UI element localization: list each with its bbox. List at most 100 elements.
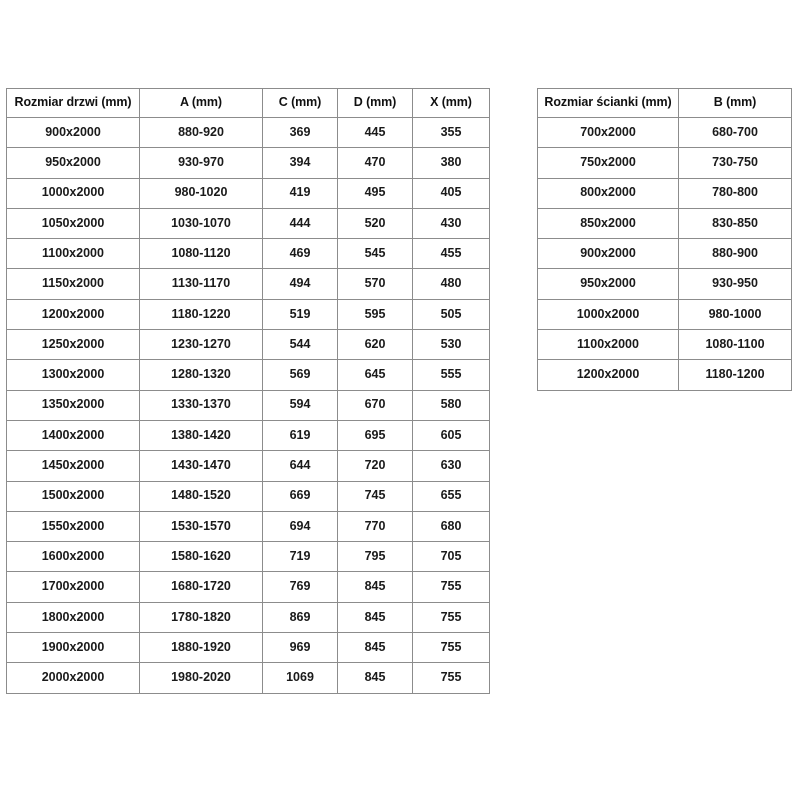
door-size-cell-r2-c0: 1000x2000 [6, 177, 140, 209]
table-row: 1250x2000 1230-1270 544 620 530 [6, 329, 490, 361]
door-size-cell-r17-c2: 969 [262, 632, 338, 664]
wall-size-cell-r8-c1: 1180-1200 [678, 359, 792, 391]
door-size-cell-r0-c1: 880-920 [139, 116, 263, 149]
door-size-cell-r1-c2: 394 [262, 147, 338, 179]
door-size-cell-r2-c4: 405 [412, 177, 490, 209]
wall-size-cell-r4-c0: 900x2000 [537, 238, 679, 270]
door-size-cell-r5-c1: 1130-1170 [139, 268, 263, 300]
wall-size-cell-r0-c0: 700x2000 [537, 116, 679, 149]
wall-size-cell-r1-c1: 730-750 [678, 147, 792, 179]
door-size-cell-r10-c3: 695 [337, 419, 413, 452]
door-size-cell-r4-c4: 455 [412, 238, 490, 270]
wall-size-cell-r7-c0: 1100x2000 [537, 329, 679, 361]
table-row: 1350x2000 1330-1370 594 670 580 [6, 389, 490, 421]
door-size-cell-r4-c2: 469 [262, 238, 338, 270]
door-size-cell-r13-c3: 770 [337, 510, 413, 543]
table-row: 1000x2000 980-1000 [537, 298, 792, 331]
door-size-cell-r10-c4: 605 [412, 419, 490, 452]
door-size-cell-r0-c3: 445 [337, 116, 413, 149]
door-size-cell-r15-c0: 1700x2000 [6, 571, 140, 603]
door-size-cell-r15-c2: 769 [262, 571, 338, 603]
table-row: 1550x2000 1530-1570 694 770 680 [6, 510, 490, 543]
door-size-cell-r4-c3: 545 [337, 238, 413, 270]
door-size-cell-r12-c4: 655 [412, 480, 490, 512]
door-size-cell-r7-c2: 544 [262, 329, 338, 361]
table-row: 900x2000 880-900 [537, 238, 792, 270]
door-size-cell-r7-c0: 1250x2000 [6, 329, 140, 361]
wall-size-cell-r3-c0: 850x2000 [537, 207, 679, 240]
door-size-cell-r18-c4: 755 [412, 662, 490, 694]
door-size-cell-r8-c4: 555 [412, 359, 490, 391]
door-size-cell-r16-c1: 1780-1820 [139, 601, 263, 634]
door-size-cell-r12-c0: 1500x2000 [6, 480, 140, 512]
door-size-cell-r8-c0: 1300x2000 [6, 359, 140, 391]
door-size-cell-r9-c4: 580 [412, 389, 490, 421]
door-size-cell-r15-c1: 1680-1720 [139, 571, 263, 603]
door-size-cell-r11-c2: 644 [262, 450, 338, 482]
door-size-cell-r10-c1: 1380-1420 [139, 419, 263, 452]
door-size-column-header-0: Rozmiar drzwi (mm) [6, 88, 140, 118]
door-size-cell-r18-c2: 1069 [262, 662, 338, 694]
table-header-row: Rozmiar drzwi (mm) A (mm) C (mm) D (mm) X (m… [6, 88, 490, 118]
wall-size-cell-r8-c0: 1200x2000 [537, 359, 679, 391]
door-size-cell-r1-c3: 470 [337, 147, 413, 179]
door-size-cell-r13-c1: 1530-1570 [139, 510, 263, 543]
door-size-column-header-2: C (mm) [262, 88, 338, 118]
table-row: 1400x2000 1380-1420 619 695 605 [6, 419, 490, 452]
door-size-cell-r13-c0: 1550x2000 [6, 510, 140, 543]
door-size-cell-r5-c3: 570 [337, 268, 413, 300]
door-size-cell-r6-c2: 519 [262, 298, 338, 331]
table-row: 1000x2000 980-1020 419 495 405 [6, 177, 490, 209]
door-size-cell-r8-c1: 1280-1320 [139, 359, 263, 391]
wall-size-cell-r2-c1: 780-800 [678, 177, 792, 209]
door-size-cell-r3-c0: 1050x2000 [6, 207, 140, 240]
door-size-cell-r14-c0: 1600x2000 [6, 541, 140, 573]
table-row: 1200x2000 1180-1220 519 595 505 [6, 298, 490, 331]
table-row: 1100x2000 1080-1100 [537, 329, 792, 361]
door-size-cell-r10-c0: 1400x2000 [6, 419, 140, 452]
door-size-cell-r11-c1: 1430-1470 [139, 450, 263, 482]
wall-size-table-head: Rozmiar ścianki (mm) B (mm) [537, 88, 792, 118]
door-size-column-header-1: A (mm) [139, 88, 263, 118]
door-size-cell-r3-c3: 520 [337, 207, 413, 240]
wall-size-cell-r0-c1: 680-700 [678, 116, 792, 149]
door-size-cell-r3-c2: 444 [262, 207, 338, 240]
door-size-cell-r6-c1: 1180-1220 [139, 298, 263, 331]
door-size-cell-r1-c1: 930-970 [139, 147, 263, 179]
table-row: 1700x2000 1680-1720 769 845 755 [6, 571, 490, 603]
door-size-cell-r18-c1: 1980-2020 [139, 662, 263, 694]
wall-size-cell-r5-c0: 950x2000 [537, 268, 679, 300]
door-size-cell-r8-c3: 645 [337, 359, 413, 391]
door-size-cell-r16-c3: 845 [337, 601, 413, 634]
door-size-cell-r12-c3: 745 [337, 480, 413, 512]
door-size-cell-r11-c3: 720 [337, 450, 413, 482]
door-size-cell-r4-c0: 1100x2000 [6, 238, 140, 270]
door-size-cell-r18-c0: 2000x2000 [6, 662, 140, 694]
table-row: 1900x2000 1880-1920 969 845 755 [6, 632, 490, 664]
door-size-cell-r5-c2: 494 [262, 268, 338, 300]
door-size-cell-r15-c4: 755 [412, 571, 490, 603]
door-size-cell-r9-c2: 594 [262, 389, 338, 421]
door-size-cell-r7-c3: 620 [337, 329, 413, 361]
door-size-cell-r9-c0: 1350x2000 [6, 389, 140, 421]
wall-size-cell-r4-c1: 880-900 [678, 238, 792, 270]
door-size-cell-r8-c2: 569 [262, 359, 338, 391]
door-size-column-header-3: D (mm) [337, 88, 413, 118]
door-size-cell-r18-c3: 845 [337, 662, 413, 694]
table-header-row: Rozmiar ścianki (mm) B (mm) [537, 88, 792, 118]
door-size-cell-r12-c1: 1480-1520 [139, 480, 263, 512]
door-size-table-body: 900x2000 880-920 369 445 355 950x2000 930-970 3… [6, 116, 490, 694]
door-size-cell-r3-c4: 430 [412, 207, 490, 240]
door-size-cell-r13-c4: 680 [412, 510, 490, 543]
door-size-cell-r6-c4: 505 [412, 298, 490, 331]
wall-size-column-header-0: Rozmiar ścianki (mm) [537, 88, 679, 118]
door-size-cell-r16-c4: 755 [412, 601, 490, 634]
table-row: 750x2000 730-750 [537, 147, 792, 179]
wall-size-column-header-1: B (mm) [678, 88, 792, 118]
door-size-cell-r16-c2: 869 [262, 601, 338, 634]
door-size-cell-r0-c0: 900x2000 [6, 116, 140, 149]
door-size-cell-r2-c1: 980-1020 [139, 177, 263, 209]
door-size-cell-r14-c3: 795 [337, 541, 413, 573]
table-row: 1300x2000 1280-1320 569 645 555 [6, 359, 490, 391]
